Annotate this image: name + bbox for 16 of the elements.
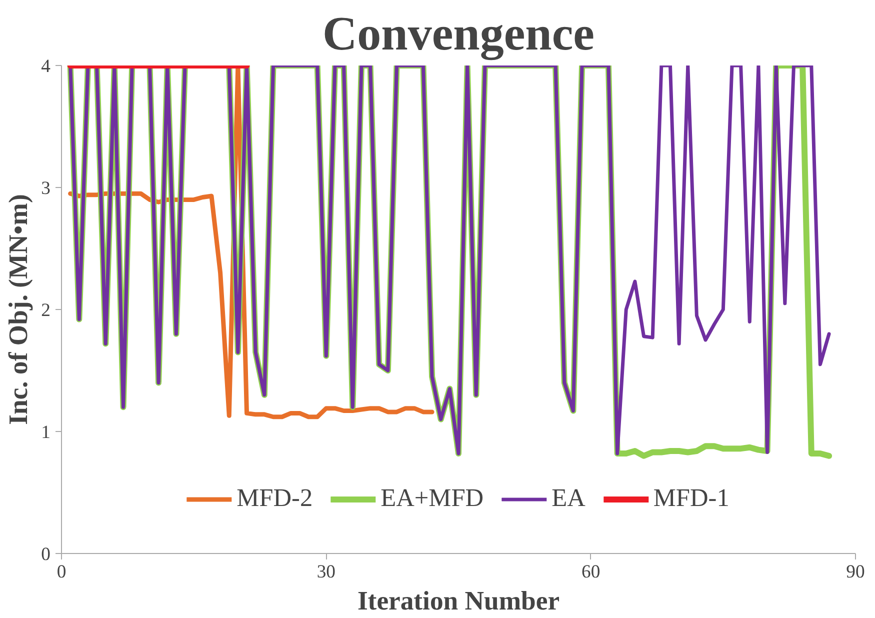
y-tick-label: 4	[41, 56, 52, 77]
chart-title: Convengence	[322, 8, 594, 60]
x-tick-label: 60	[582, 562, 600, 582]
x-axis-title: Iteration Number	[357, 586, 560, 616]
legend-label: MFD-1	[653, 484, 730, 513]
y-tick-label: 2	[41, 300, 50, 321]
y-axis-title: Inc. of Obj. (MN•m)	[3, 194, 34, 425]
y-tick-label: 0	[41, 544, 50, 565]
x-tick-label: 0	[56, 562, 66, 582]
y-tick-label: 1	[41, 422, 50, 443]
legend-label: MFD-2	[236, 484, 313, 513]
x-tick-label: 30	[316, 562, 336, 582]
x-tick-label: 90	[846, 562, 865, 582]
y-tick-label: 3	[41, 178, 50, 199]
legend-label: EA+MFD	[380, 484, 484, 513]
legend-label: EA	[552, 484, 586, 513]
